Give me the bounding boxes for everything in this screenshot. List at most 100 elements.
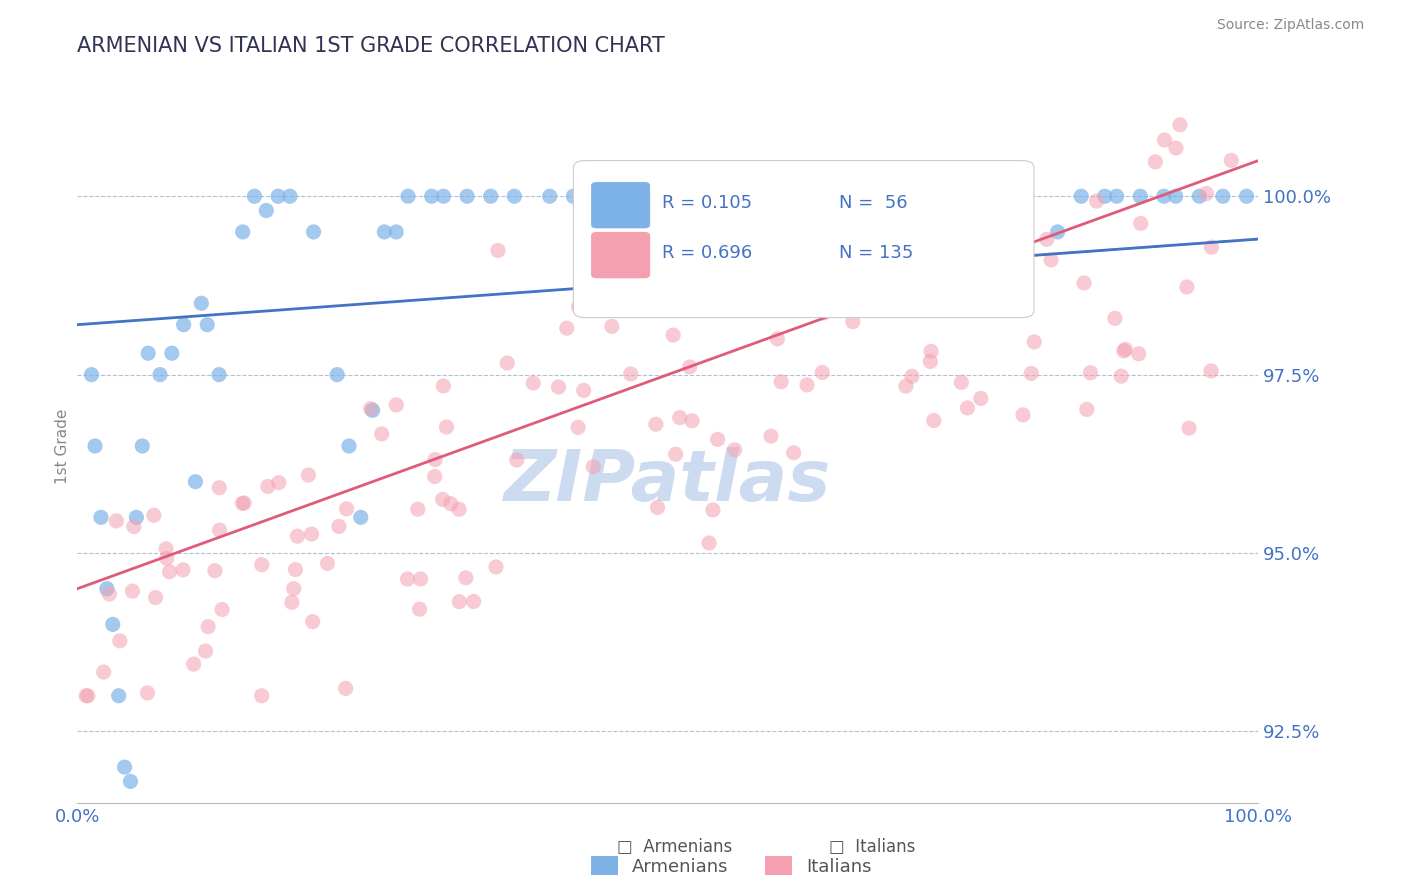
Point — [1080, 366, 1102, 380]
Point — [194, 644, 217, 658]
Point — [1114, 343, 1136, 357]
Point — [920, 344, 942, 359]
Point — [142, 508, 165, 523]
Point — [256, 479, 278, 493]
Point — [496, 356, 519, 370]
Text: R = 0.696: R = 0.696 — [662, 244, 752, 262]
Point — [1129, 189, 1152, 203]
Point — [1128, 347, 1150, 361]
Point — [555, 321, 578, 335]
Point — [479, 189, 502, 203]
Point — [1012, 408, 1035, 422]
Point — [456, 189, 478, 203]
Point — [503, 189, 526, 203]
Point — [197, 620, 219, 634]
Point — [336, 501, 359, 516]
Point — [250, 558, 273, 572]
Point — [75, 689, 97, 703]
Point — [233, 496, 256, 510]
Point — [350, 510, 373, 524]
Point — [950, 376, 973, 390]
Point — [702, 503, 724, 517]
Point — [1011, 302, 1033, 317]
Point — [1011, 289, 1033, 303]
Point — [1024, 334, 1046, 349]
Point — [1199, 364, 1222, 378]
Point — [868, 298, 890, 312]
Point — [90, 510, 112, 524]
FancyBboxPatch shape — [574, 161, 1033, 318]
Point — [973, 214, 995, 228]
Point — [287, 529, 309, 543]
Point — [759, 429, 782, 443]
Point — [1175, 280, 1198, 294]
Point — [956, 401, 979, 415]
Point — [432, 189, 454, 203]
Point — [211, 602, 233, 616]
Point — [131, 439, 153, 453]
Text: ZIPatlas: ZIPatlas — [505, 447, 831, 516]
Point — [1201, 240, 1223, 254]
Point — [813, 306, 835, 320]
Point — [361, 403, 384, 417]
Point — [373, 225, 395, 239]
Point — [522, 376, 544, 390]
Point — [105, 514, 128, 528]
Point — [250, 689, 273, 703]
Text: □  Armenians: □ Armenians — [617, 838, 733, 856]
Point — [952, 189, 974, 203]
Point — [98, 587, 121, 601]
Point — [160, 346, 183, 360]
Point — [922, 413, 945, 427]
Point — [1153, 189, 1175, 203]
Point — [1212, 189, 1234, 203]
Point — [432, 492, 454, 507]
Point — [1073, 276, 1095, 290]
Point — [278, 189, 301, 203]
Point — [697, 536, 720, 550]
Point — [208, 368, 231, 382]
Point — [775, 189, 797, 203]
Y-axis label: 1st Grade: 1st Grade — [55, 409, 70, 483]
Point — [136, 686, 159, 700]
Point — [232, 225, 254, 239]
Point — [770, 375, 793, 389]
Point — [1112, 343, 1135, 358]
Point — [326, 368, 349, 382]
Point — [1129, 216, 1152, 230]
Point — [449, 502, 471, 516]
Point — [156, 551, 179, 566]
Point — [121, 584, 143, 599]
Point — [662, 328, 685, 343]
Point — [1195, 186, 1218, 201]
Point — [1164, 189, 1187, 203]
Point — [184, 475, 207, 489]
Point — [360, 401, 382, 416]
Point — [969, 257, 991, 271]
Point — [657, 225, 679, 239]
Point — [420, 189, 443, 203]
Point — [267, 475, 290, 490]
Point — [547, 380, 569, 394]
Point — [567, 420, 589, 434]
Point — [432, 379, 454, 393]
Point — [1105, 189, 1128, 203]
Point — [76, 689, 98, 703]
Point — [716, 189, 738, 203]
Point — [385, 225, 408, 239]
Point — [1070, 189, 1092, 203]
Point — [1109, 369, 1132, 384]
Point — [969, 214, 991, 228]
Point — [195, 318, 218, 332]
Point — [842, 315, 865, 329]
Point — [485, 560, 508, 574]
Point — [302, 225, 325, 239]
Point — [723, 442, 745, 457]
Point — [796, 377, 818, 392]
Point — [1178, 421, 1201, 435]
Point — [208, 481, 231, 495]
Point — [284, 563, 307, 577]
Point — [114, 760, 136, 774]
Point — [894, 379, 917, 393]
Point — [811, 366, 834, 380]
